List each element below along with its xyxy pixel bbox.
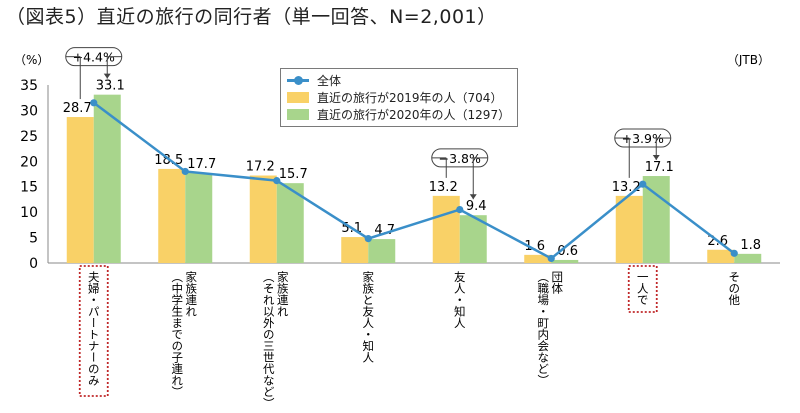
bar-2019	[615, 195, 643, 263]
annotation-text: +3.9%	[622, 131, 664, 146]
legend-label-2020: 直近の旅行が2020年の人（1297）	[317, 107, 511, 122]
annotation-text: −3.8%	[439, 151, 481, 166]
series-point-overall	[181, 167, 189, 176]
bar-2020	[642, 176, 670, 263]
legend-swatch-2020	[287, 108, 309, 120]
legend-item-overall: 全体	[287, 72, 341, 88]
bar-2020	[734, 253, 762, 263]
series-point-overall	[364, 234, 372, 243]
legend-item-2019: 直近の旅行が2019年の人（704）	[287, 89, 502, 105]
bar-2019	[432, 195, 460, 263]
category-label: その他	[727, 271, 741, 306]
data-label-2019: 1.6	[524, 239, 545, 254]
category-sublabel: （それ以外の三世代など）	[262, 271, 276, 409]
annotation-text: +4.4%	[73, 50, 115, 65]
y-tick-label: 20	[20, 154, 38, 170]
bar-2020	[93, 94, 121, 263]
category-label: 一人で	[636, 271, 650, 306]
category-label: 団体	[550, 271, 564, 294]
category-highlight-box	[78, 265, 109, 397]
y-tick-label: 10	[20, 205, 38, 221]
category-highlight-box	[627, 265, 658, 313]
chart-title: （図表5）直近の旅行の同行者（単一回答、N=2,001）	[6, 6, 497, 28]
series-point-overall	[730, 249, 738, 257]
data-label-2019: 13.2	[612, 180, 641, 195]
category-label: 友人・知人	[453, 270, 467, 328]
bar-2019	[249, 175, 277, 263]
series-point-overall	[90, 99, 98, 107]
y-tick-label: 35	[20, 78, 38, 94]
bar-2020	[276, 183, 304, 263]
data-label-2020: 1.8	[740, 238, 761, 253]
data-label-2020: 33.1	[96, 79, 125, 94]
data-label-2020: 9.4	[466, 199, 487, 214]
annotation-arrow-head	[469, 194, 477, 200]
y-tick-label: 0	[29, 256, 38, 272]
series-line-overall	[92, 101, 736, 260]
series-point-overall	[639, 180, 647, 188]
annotation-arrow-head	[103, 73, 111, 79]
bar-2019	[524, 254, 552, 263]
data-label-2020: 17.7	[187, 157, 216, 172]
y-tick-label: 25	[20, 129, 38, 145]
bar-2020	[368, 239, 396, 263]
bar-2019	[341, 237, 369, 263]
data-label-2019: 28.7	[63, 101, 92, 116]
data-label-2020: 15.7	[279, 167, 308, 182]
data-label-2020: 17.1	[645, 160, 674, 175]
bar-2020	[459, 215, 487, 263]
legend-line-swatch	[287, 75, 309, 85]
series-point-overall	[456, 206, 464, 214]
bar-2020	[185, 172, 213, 263]
bar-2019	[707, 249, 735, 263]
y-axis-unit: （%）	[14, 53, 49, 67]
data-label-2019: 17.2	[246, 160, 275, 175]
legend-label-overall: 全体	[317, 73, 342, 88]
bar-2019	[158, 168, 186, 263]
y-tick-label: 15	[20, 180, 38, 196]
series-point-overall	[547, 254, 555, 263]
category-label: 家族連れ	[276, 270, 290, 317]
y-tick-label: 5	[29, 231, 38, 247]
legend-swatch-2019	[287, 91, 309, 103]
category-sublabel: （中学生までの子連れ）	[170, 271, 184, 398]
category-sublabel: （職場・町内会など）	[536, 271, 550, 386]
annotation-arrow-head	[652, 155, 660, 161]
series-point-overall	[273, 177, 281, 185]
data-label-2019: 13.2	[429, 180, 458, 195]
legend-label-2019: 直近の旅行が2019年の人（704）	[317, 90, 503, 105]
legend-item-2020: 直近の旅行が2020年の人（1297）	[287, 106, 510, 122]
category-label: 家族と友人・知人	[361, 270, 375, 363]
y-tick-label: 30	[20, 103, 38, 119]
source-label: （JTB）	[727, 53, 770, 67]
category-label: 夫婦・パートナーのみ	[87, 271, 101, 386]
bar-2020	[551, 259, 579, 263]
category-label: 家族連れ	[184, 270, 198, 317]
bar-2019	[66, 117, 94, 263]
chart-legend: 全体 直近の旅行が2019年の人（704） 直近の旅行が2020年の人（1297…	[280, 68, 518, 127]
